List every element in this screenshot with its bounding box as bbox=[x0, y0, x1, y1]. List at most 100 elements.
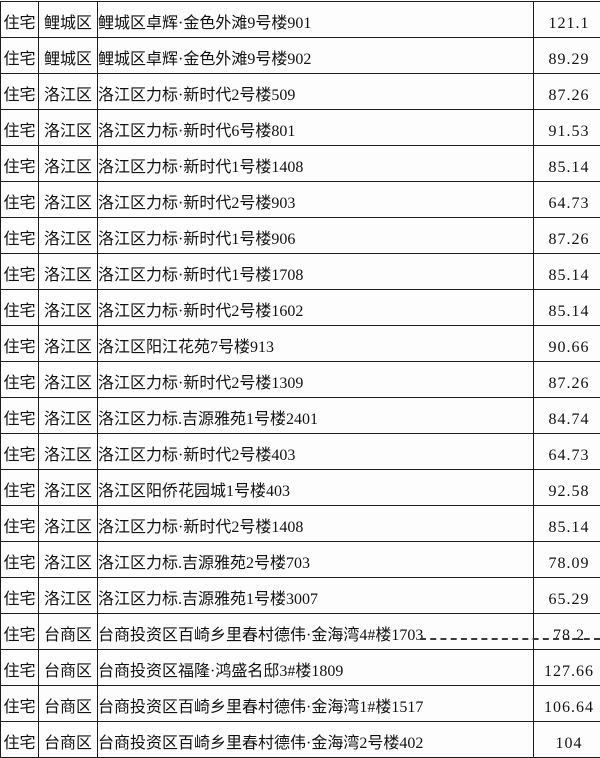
district-cell: 洛江区 bbox=[39, 398, 98, 434]
building-cell: 台商投资区福隆·鸿盛名邸3#楼1809 bbox=[98, 650, 534, 686]
table-row: 住宅 洛江区 洛江区力标.吉源雅苑1号楼2401 84.74 bbox=[1, 398, 600, 434]
table-row: 住宅 洛江区 洛江区力标·新时代2号楼1408 85.14 bbox=[1, 506, 600, 542]
table-row: 住宅 台商区 台商投资区百崎乡里春村德伟·金海湾1#楼1517 106.64 bbox=[1, 686, 600, 722]
table-row: 住宅 台商区 台商投资区百崎乡里春村德伟·金海湾4#楼1703 78.2 bbox=[1, 614, 600, 650]
type-cell: 住宅 bbox=[1, 146, 39, 182]
table-row: 住宅 鲤城区 鲤城区卓辉·金色外滩9号楼902 89.29 bbox=[1, 38, 600, 74]
district-cell: 洛江区 bbox=[39, 182, 98, 218]
area-cell: 87.26 bbox=[534, 218, 600, 254]
area-cell: 85.14 bbox=[534, 506, 600, 542]
district-cell: 洛江区 bbox=[39, 434, 98, 470]
area-cell: 121.1 bbox=[534, 2, 600, 38]
table-row: 住宅 洛江区 洛江区阳侨花园城1号楼403 92.58 bbox=[1, 470, 600, 506]
type-cell: 住宅 bbox=[1, 38, 39, 74]
building-cell: 洛江区阳侨花园城1号楼403 bbox=[98, 470, 534, 506]
district-cell: 洛江区 bbox=[39, 506, 98, 542]
table-row: 住宅 洛江区 洛江区力标·新时代2号楼509 87.26 bbox=[1, 74, 600, 110]
building-cell: 洛江区力标·新时代1号楼1708 bbox=[98, 254, 534, 290]
district-cell: 洛江区 bbox=[39, 542, 98, 578]
building-cell: 洛江区力标·新时代2号楼903 bbox=[98, 182, 534, 218]
type-cell: 住宅 bbox=[1, 506, 39, 542]
area-cell: 85.14 bbox=[534, 146, 600, 182]
table-row: 住宅 鲤城区 鲤城区卓辉·金色外滩9号楼901 121.1 bbox=[1, 2, 600, 38]
area-cell: 92.58 bbox=[534, 470, 600, 506]
type-cell: 住宅 bbox=[1, 2, 39, 38]
area-cell: 85.14 bbox=[534, 290, 600, 326]
type-cell: 住宅 bbox=[1, 650, 39, 686]
area-cell: 104 bbox=[534, 722, 600, 758]
district-cell: 洛江区 bbox=[39, 74, 98, 110]
area-cell: 65.29 bbox=[534, 578, 600, 614]
district-cell: 台商区 bbox=[39, 686, 98, 722]
table-row: 住宅 台商区 台商投资区福隆·鸿盛名邸3#楼1809 127.66 bbox=[1, 650, 600, 686]
type-cell: 住宅 bbox=[1, 434, 39, 470]
district-cell: 洛江区 bbox=[39, 254, 98, 290]
table-row: 住宅 洛江区 洛江区力标·新时代1号楼1408 85.14 bbox=[1, 146, 600, 182]
table-row: 住宅 洛江区 洛江区力标·新时代2号楼1309 87.26 bbox=[1, 362, 600, 398]
building-cell: 鲤城区卓辉·金色外滩9号楼902 bbox=[98, 38, 534, 74]
district-cell: 台商区 bbox=[39, 722, 98, 758]
building-cell: 洛江区力标·新时代1号楼1408 bbox=[98, 146, 534, 182]
type-cell: 住宅 bbox=[1, 614, 39, 650]
building-cell: 洛江区力标·新时代2号楼509 bbox=[98, 74, 534, 110]
building-cell: 洛江区力标·新时代2号楼1602 bbox=[98, 290, 534, 326]
district-cell: 鲤城区 bbox=[39, 38, 98, 74]
district-cell: 洛江区 bbox=[39, 362, 98, 398]
area-cell: 89.29 bbox=[534, 38, 600, 74]
area-cell: 78.09 bbox=[534, 542, 600, 578]
building-cell: 洛江区力标·新时代6号楼801 bbox=[98, 110, 534, 146]
type-cell: 住宅 bbox=[1, 722, 39, 758]
area-cell: 106.64 bbox=[534, 686, 600, 722]
building-cell: 鲤城区卓辉·金色外滩9号楼901 bbox=[98, 2, 534, 38]
building-cell: 洛江区力标·新时代2号楼1309 bbox=[98, 362, 534, 398]
table-row: 住宅 洛江区 洛江区力标·新时代6号楼801 91.53 bbox=[1, 110, 600, 146]
area-cell: 64.73 bbox=[534, 182, 600, 218]
table-row: 住宅 台商区 台商投资区百崎乡里春村德伟·金海湾2号楼402 104 bbox=[1, 722, 600, 758]
area-cell: 127.66 bbox=[534, 650, 600, 686]
district-cell: 洛江区 bbox=[39, 326, 98, 362]
area-cell: 87.26 bbox=[534, 74, 600, 110]
building-cell: 洛江区阳江花苑7号楼913 bbox=[98, 326, 534, 362]
district-cell: 台商区 bbox=[39, 614, 98, 650]
building-cell: 台商投资区百崎乡里春村德伟·金海湾2号楼402 bbox=[98, 722, 534, 758]
type-cell: 住宅 bbox=[1, 290, 39, 326]
type-cell: 住宅 bbox=[1, 686, 39, 722]
type-cell: 住宅 bbox=[1, 74, 39, 110]
type-cell: 住宅 bbox=[1, 542, 39, 578]
table-row: 住宅 洛江区 洛江区力标·新时代2号楼403 64.73 bbox=[1, 434, 600, 470]
district-cell: 鲤城区 bbox=[39, 2, 98, 38]
table-row: 住宅 洛江区 洛江区力标·新时代2号楼903 64.73 bbox=[1, 182, 600, 218]
district-cell: 洛江区 bbox=[39, 470, 98, 506]
type-cell: 住宅 bbox=[1, 578, 39, 614]
area-cell: 87.26 bbox=[534, 362, 600, 398]
table-row: 住宅 洛江区 洛江区力标.吉源雅苑2号楼703 78.09 bbox=[1, 542, 600, 578]
type-cell: 住宅 bbox=[1, 470, 39, 506]
building-cell: 洛江区力标.吉源雅苑2号楼703 bbox=[98, 542, 534, 578]
table-row: 住宅 洛江区 洛江区力标·新时代1号楼906 87.26 bbox=[1, 218, 600, 254]
district-cell: 洛江区 bbox=[39, 578, 98, 614]
building-cell: 洛江区力标·新时代1号楼906 bbox=[98, 218, 534, 254]
district-cell: 洛江区 bbox=[39, 218, 98, 254]
area-cell: 85.14 bbox=[534, 254, 600, 290]
type-cell: 住宅 bbox=[1, 362, 39, 398]
building-cell: 洛江区力标.吉源雅苑1号楼2401 bbox=[98, 398, 534, 434]
area-cell: 64.73 bbox=[534, 434, 600, 470]
area-cell: 90.66 bbox=[534, 326, 600, 362]
table-row: 住宅 洛江区 洛江区力标·新时代1号楼1708 85.14 bbox=[1, 254, 600, 290]
type-cell: 住宅 bbox=[1, 110, 39, 146]
building-cell: 洛江区力标·新时代2号楼1408 bbox=[98, 506, 534, 542]
district-cell: 洛江区 bbox=[39, 290, 98, 326]
type-cell: 住宅 bbox=[1, 326, 39, 362]
area-cell: 84.74 bbox=[534, 398, 600, 434]
type-cell: 住宅 bbox=[1, 398, 39, 434]
district-cell: 洛江区 bbox=[39, 146, 98, 182]
area-cell: 91.53 bbox=[534, 110, 600, 146]
type-cell: 住宅 bbox=[1, 182, 39, 218]
district-cell: 台商区 bbox=[39, 650, 98, 686]
type-cell: 住宅 bbox=[1, 254, 39, 290]
table-row: 住宅 洛江区 洛江区阳江花苑7号楼913 90.66 bbox=[1, 326, 600, 362]
area-cell: 78.2 bbox=[534, 614, 600, 650]
district-cell: 洛江区 bbox=[39, 110, 98, 146]
